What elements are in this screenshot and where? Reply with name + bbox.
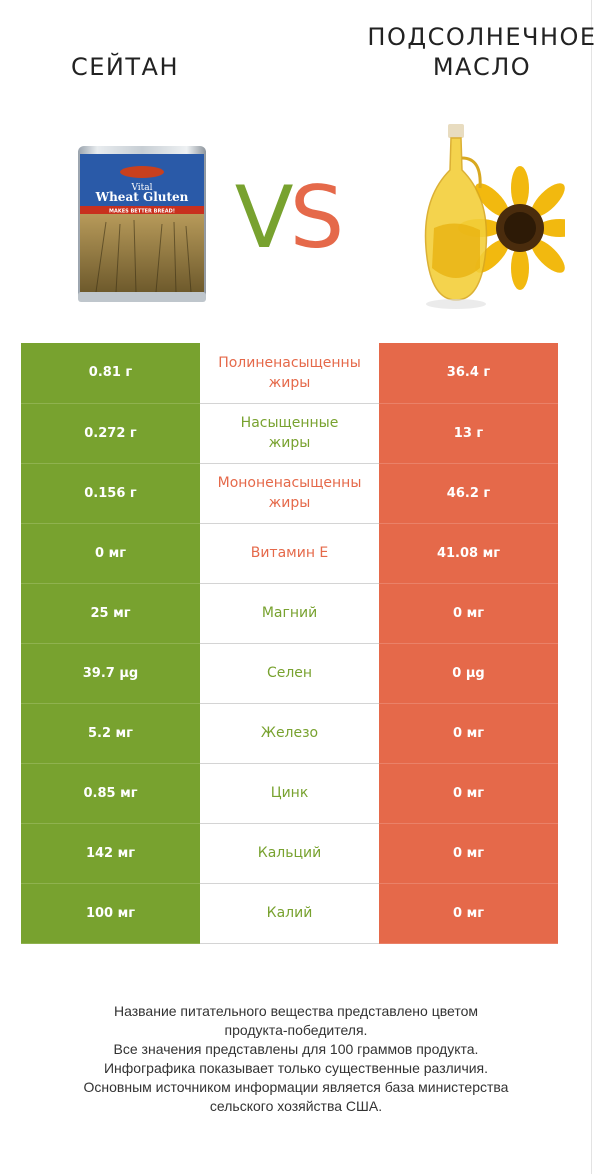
left-value: 142 мг bbox=[21, 823, 200, 884]
vs-label: VS bbox=[234, 168, 344, 268]
table-row: 0.156 г Мононенасыщенны жиры 46.2 г bbox=[21, 463, 558, 524]
nutrient-label-line: Цинк bbox=[270, 785, 309, 801]
right-value: 0 мг bbox=[379, 763, 558, 824]
left-value: 100 мг bbox=[21, 883, 200, 944]
footer-notes: Название питательного вещества представл… bbox=[0, 1002, 592, 1116]
nutrient-label-line: жиры bbox=[268, 495, 311, 511]
nutrient-label-line: Кальций bbox=[257, 845, 322, 861]
oil-bottle-icon bbox=[424, 124, 488, 309]
right-value: 0 мг bbox=[379, 703, 558, 764]
nutrient-label: Железо bbox=[200, 703, 379, 764]
right-value: 0 µg bbox=[379, 643, 558, 704]
nutrient-label-line: Витамин E bbox=[250, 545, 329, 561]
left-product-title: СЕЙТАН bbox=[71, 53, 179, 81]
left-value: 0.272 г bbox=[21, 403, 200, 464]
nutrient-label: Мононенасыщенны жиры bbox=[200, 463, 379, 524]
left-value: 0 мг bbox=[21, 523, 200, 584]
nutrient-label-line: жиры bbox=[268, 374, 311, 391]
nutrient-label: Витамин E bbox=[200, 523, 379, 584]
nutrient-label: Кальций bbox=[200, 823, 379, 884]
nutrient-label: Насыщенные жиры bbox=[200, 403, 379, 464]
can-brand-label: Wheat Gluten bbox=[95, 190, 189, 204]
can-sub-label: Vital bbox=[130, 183, 152, 193]
table-row: 0 мг Витамин E 41.08 мг bbox=[21, 523, 558, 584]
nutrient-label: Полиненасыщенны жиры bbox=[200, 343, 379, 404]
left-value: 0.156 г bbox=[21, 463, 200, 524]
nutrient-label-line: жиры bbox=[268, 435, 311, 451]
table-row: 0.81 г Полиненасыщенны жиры 36.4 г bbox=[21, 343, 558, 404]
footer-line: сельского хозяйства США. bbox=[209, 1098, 383, 1114]
nutrient-label-line: Калий bbox=[266, 905, 313, 921]
table-row: 142 мг Кальций 0 мг bbox=[21, 823, 558, 884]
nutrient-label-line: Магний bbox=[261, 605, 318, 621]
nutrient-label: Цинк bbox=[200, 763, 379, 824]
comparison-table: 0.81 г Полиненасыщенны жиры 36.4 г 0.272 г На… bbox=[21, 343, 558, 944]
table-row: 5.2 мг Железо 0 мг bbox=[21, 703, 558, 764]
footer-line: Инфографика показывает только существенн… bbox=[103, 1060, 489, 1076]
left-value: 39.7 µg bbox=[21, 643, 200, 704]
nutrient-label-line: Насыщенные bbox=[240, 415, 339, 431]
nutrient-label-line: Селен bbox=[266, 665, 313, 681]
left-value: 0.81 г bbox=[21, 343, 200, 404]
table-row: 39.7 µg Селен 0 µg bbox=[21, 643, 558, 704]
footer-line: продукта-победителя. bbox=[224, 1022, 368, 1038]
footer-line: Название питательного вещества представл… bbox=[113, 1003, 479, 1019]
right-value: 0 мг bbox=[379, 823, 558, 884]
right-product-title: ПОДСОЛНЕЧНОЕ МАСЛО bbox=[367, 23, 597, 81]
nutrient-label: Магний bbox=[200, 583, 379, 644]
nutrient-label-line: Полиненасыщенны bbox=[218, 354, 361, 371]
table-row: 25 мг Магний 0 мг bbox=[21, 583, 558, 644]
wheat-gluten-can-image: Vital Wheat Gluten MAKES BETTER BREAD! bbox=[78, 146, 206, 302]
right-value: 46.2 г bbox=[379, 463, 558, 524]
nutrient-label: Селен bbox=[200, 643, 379, 704]
can-tag-label: MAKES BETTER BREAD! bbox=[109, 209, 175, 215]
right-value: 0 мг bbox=[379, 883, 558, 944]
right-value: 13 г bbox=[379, 403, 558, 464]
right-value: 41.08 мг bbox=[379, 523, 558, 584]
nutrient-label-line: Мононенасыщенны bbox=[217, 475, 362, 491]
table-row: 0.272 г Насыщенные жиры 13 г bbox=[21, 403, 558, 464]
nutrient-label: Калий bbox=[200, 883, 379, 944]
table-row: 100 мг Калий 0 мг bbox=[21, 883, 558, 944]
footer-line: Все значения представлены для 100 граммо… bbox=[113, 1041, 479, 1057]
sunflower-oil-image bbox=[424, 124, 565, 309]
footer-line: Основным источником информации является … bbox=[83, 1079, 509, 1095]
nutrient-label-line: Железо bbox=[260, 725, 319, 741]
left-value: 25 мг bbox=[21, 583, 200, 644]
table-row: 0.85 мг Цинк 0 мг bbox=[21, 763, 558, 824]
left-value: 0.85 мг bbox=[21, 763, 200, 824]
right-value: 0 мг bbox=[379, 583, 558, 644]
left-value: 5.2 мг bbox=[21, 703, 200, 764]
sunflower-icon bbox=[458, 166, 565, 290]
right-value: 36.4 г bbox=[379, 343, 558, 404]
